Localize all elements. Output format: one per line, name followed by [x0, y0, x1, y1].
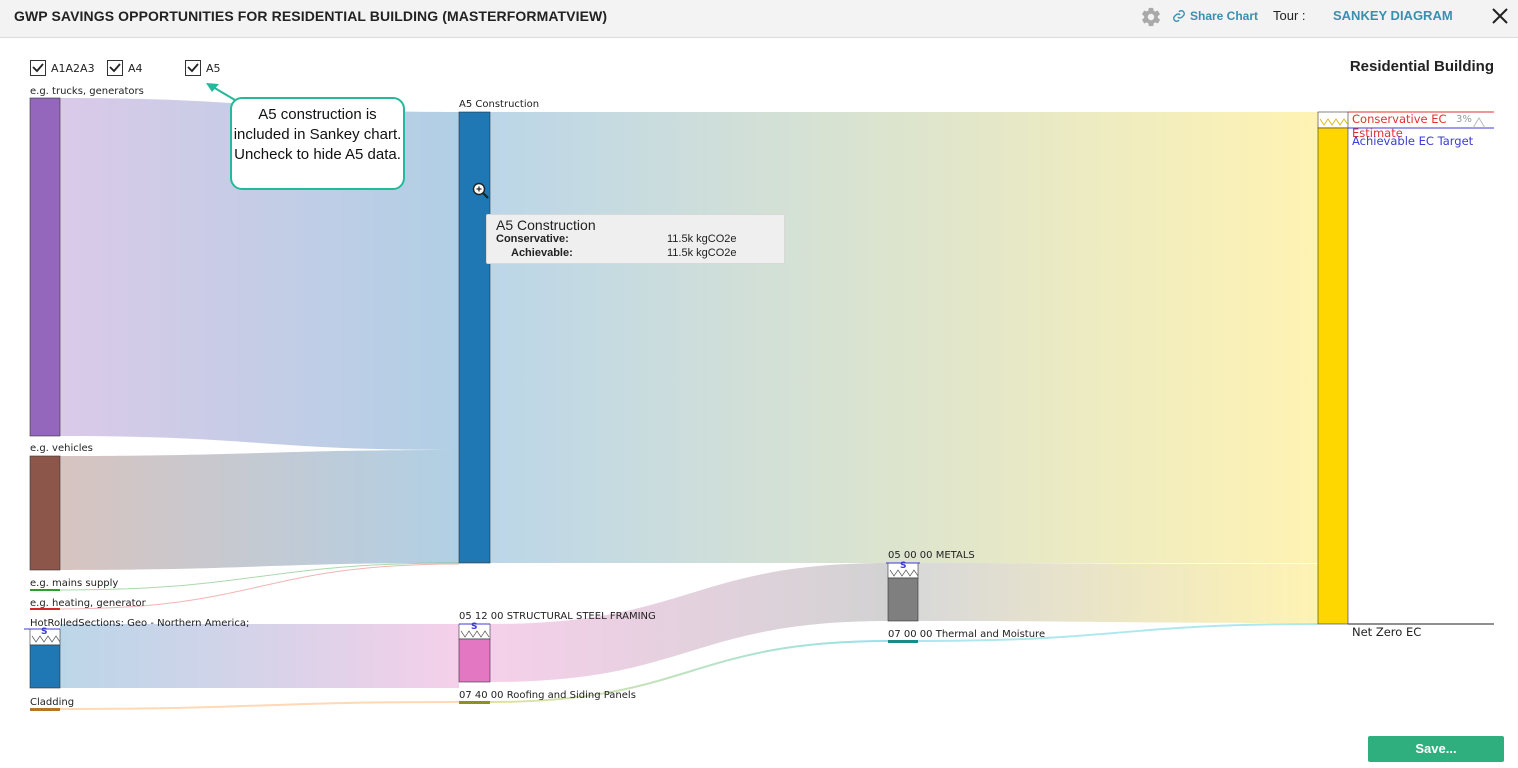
node-roofing-siding[interactable] — [459, 701, 490, 704]
node-trucks-generators[interactable] — [29, 97, 61, 437]
node-structural-steel[interactable] — [458, 638, 491, 683]
dialog-header: GWP SAVINGS OPPORTUNITIES FOR RESIDENTIA… — [0, 0, 1518, 38]
savings-marker: S — [900, 561, 906, 571]
label-trucks-generators: e.g. trucks, generators — [30, 86, 144, 97]
link-roofing-to-thermal[interactable] — [489, 640, 889, 703]
save-button[interactable]: Save... — [1368, 736, 1504, 762]
filter-label: A1A2A3 — [51, 61, 95, 75]
label-thermal-moisture: 07 00 00 Thermal and Moisture — [888, 629, 1045, 640]
checkbox-a4[interactable] — [107, 60, 123, 76]
label-metals: 05 00 00 METALS — [888, 550, 975, 561]
dialog-title: GWP SAVINGS OPPORTUNITIES FOR RESIDENTIA… — [14, 8, 608, 24]
label-achievable-ec: Achievable EC Target — [1352, 134, 1474, 148]
checkmark-icon — [187, 63, 199, 73]
savings-marker: S — [41, 627, 47, 637]
label-net-zero-ec: Net Zero EC — [1352, 625, 1421, 639]
node-metals[interactable] — [887, 577, 919, 622]
link-cladding-to-roofing[interactable] — [59, 701, 460, 710]
sankey-chart: S S S e.g. trucks, generators e.g. vehic… — [24, 83, 1494, 711]
node-heating-generator[interactable] — [30, 608, 60, 610]
zigzag-residential — [1319, 118, 1349, 126]
close-icon[interactable] — [1488, 4, 1512, 28]
label-vehicles: e.g. vehicles — [30, 443, 93, 454]
node-vehicles[interactable] — [29, 455, 61, 571]
label-roofing-siding: 07 40 00 Roofing and Siding Panels — [459, 690, 636, 701]
label-conservative-ec-text: Conservative EC — [1352, 112, 1447, 126]
filter-a4[interactable]: A4 — [107, 60, 143, 76]
tooltip-achievable-value: 11.5k kgCO2e — [667, 247, 737, 259]
link-metals-to-residential[interactable] — [918, 563, 1318, 623]
zoom-in-icon[interactable] — [472, 182, 489, 199]
checkmark-icon — [32, 63, 44, 73]
link-thermal-to-residential[interactable] — [917, 623, 1319, 642]
zigzag-steel — [460, 630, 490, 638]
label-conservative-ec-text-line2: Estimate — [1352, 126, 1403, 140]
callout-arrow-head — [206, 83, 219, 92]
chart-title: Residential Building — [1349, 58, 1494, 75]
node-thermal-moisture[interactable] — [888, 640, 918, 643]
node-residential-building[interactable] — [1317, 127, 1349, 625]
label-a5-construction: A5 Construction — [459, 99, 539, 110]
tour-sankey-link[interactable]: SANKEY DIAGRAM — [1333, 8, 1453, 23]
zigzag-hotrolled — [31, 635, 61, 643]
delta-icon — [1472, 117, 1486, 129]
checkbox-a1a2a3[interactable] — [30, 60, 46, 76]
label-structural-steel: 05 12 00 STRUCTURAL STEEL FRAMING — [459, 611, 656, 622]
share-chart-link[interactable]: Share Chart — [1172, 9, 1258, 23]
label-mains-supply: e.g. mains supply — [30, 578, 118, 589]
node-cladding[interactable] — [30, 708, 60, 711]
node-tooltip: A5 Construction Conservative: 11.5k kgCO… — [486, 214, 785, 264]
savings-marker: S — [471, 622, 477, 632]
label-conservative-ec: Conservative EC Estimate — [1352, 112, 1450, 140]
label-hotrolled: HotRolledSections: Geo - Northern Americ… — [30, 618, 249, 629]
filter-label: A4 — [128, 61, 143, 75]
link-hotrolled-to-steel[interactable] — [60, 624, 459, 688]
link-heating-to-a5[interactable] — [59, 563, 460, 610]
node-mains-supply[interactable] — [30, 589, 60, 591]
link-a5-to-residential[interactable] — [490, 112, 1318, 563]
label-cladding: Cladding — [30, 697, 74, 708]
node-hotrolled[interactable] — [29, 644, 61, 689]
tour-label: Tour : — [1273, 8, 1306, 23]
gear-icon[interactable] — [1140, 6, 1162, 28]
tooltip-conservative-value: 11.5k kgCO2e — [667, 233, 737, 245]
label-percent: 3% — [1456, 114, 1472, 125]
checkbox-a5[interactable] — [185, 60, 201, 76]
link-steel-to-metals[interactable] — [490, 563, 888, 682]
tooltip-title: A5 Construction — [496, 217, 596, 233]
node-a5-construction[interactable] — [458, 111, 491, 564]
link-mains-to-a5[interactable] — [59, 562, 460, 591]
label-heating-generator: e.g. heating, generator — [30, 598, 147, 609]
filter-a1a2a3[interactable]: A1A2A3 — [30, 60, 95, 76]
link-icon — [1173, 10, 1185, 22]
tooltip-conservative-label: Conservative: — [496, 233, 569, 245]
tooltip-achievable-label: Achievable: — [511, 247, 573, 259]
tour-callout: A5 construction is included in Sankey ch… — [230, 97, 405, 190]
zigzag-metals — [889, 569, 919, 577]
filter-label: A5 — [206, 61, 221, 75]
checkmark-icon — [109, 63, 121, 73]
link-vehicles-to-a5[interactable] — [60, 450, 459, 570]
filter-a5[interactable]: A5 — [185, 60, 221, 76]
share-chart-label: Share Chart — [1190, 9, 1259, 23]
